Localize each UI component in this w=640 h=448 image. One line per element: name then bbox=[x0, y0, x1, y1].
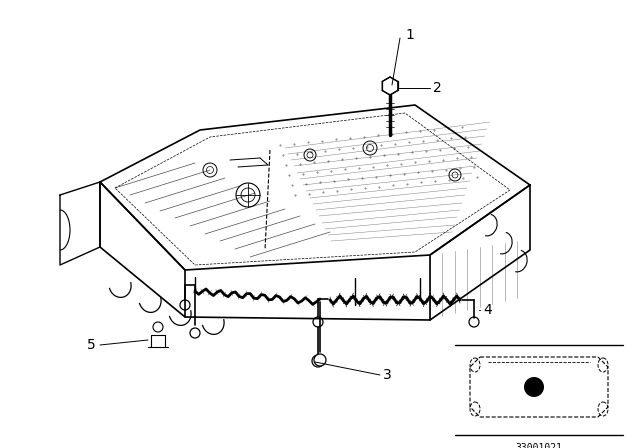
Circle shape bbox=[312, 355, 324, 367]
Circle shape bbox=[452, 172, 458, 178]
Circle shape bbox=[469, 317, 479, 327]
Circle shape bbox=[307, 152, 313, 158]
Circle shape bbox=[207, 167, 214, 173]
Circle shape bbox=[153, 322, 163, 332]
Circle shape bbox=[180, 300, 190, 310]
Circle shape bbox=[313, 317, 323, 327]
Circle shape bbox=[190, 328, 200, 338]
Circle shape bbox=[363, 141, 377, 155]
Circle shape bbox=[314, 354, 326, 366]
Ellipse shape bbox=[598, 402, 608, 416]
Ellipse shape bbox=[470, 402, 480, 416]
Circle shape bbox=[241, 188, 255, 202]
Text: 3: 3 bbox=[383, 368, 392, 382]
Ellipse shape bbox=[598, 358, 608, 372]
Circle shape bbox=[304, 149, 316, 161]
Circle shape bbox=[367, 145, 374, 151]
Circle shape bbox=[524, 377, 544, 397]
Text: 1: 1 bbox=[405, 28, 414, 42]
Polygon shape bbox=[382, 77, 398, 95]
Circle shape bbox=[236, 183, 260, 207]
Text: 4: 4 bbox=[483, 303, 492, 317]
Ellipse shape bbox=[470, 358, 480, 372]
Text: 5: 5 bbox=[87, 338, 96, 352]
Circle shape bbox=[449, 169, 461, 181]
Circle shape bbox=[203, 163, 217, 177]
Text: 2: 2 bbox=[433, 81, 442, 95]
Text: 33001021: 33001021 bbox=[515, 443, 563, 448]
